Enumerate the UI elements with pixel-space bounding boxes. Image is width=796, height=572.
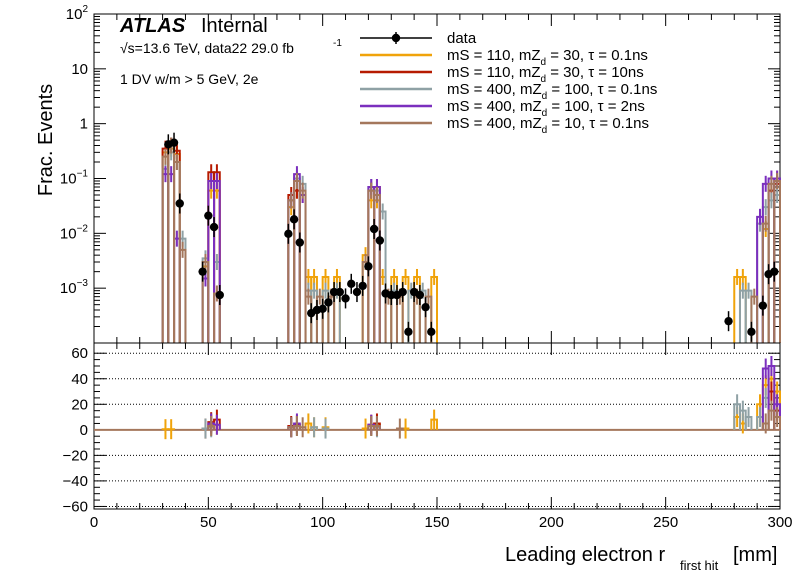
ratio-tick-label: 0: [80, 422, 88, 439]
selection-label: 1 DV w/m > 5 GeV, 2e: [120, 71, 259, 87]
data-point: [758, 301, 768, 310]
data-points: [164, 132, 779, 342]
data-point: [364, 262, 373, 271]
legend-data-label: data: [447, 30, 477, 47]
experiment-label: ATLAS: [119, 15, 186, 37]
legend-label-3: mS = 400, mZd = 100, τ = 2ns: [447, 98, 645, 119]
x-axis-title-main: Leading electron r: [505, 544, 665, 566]
data-point: [318, 304, 327, 314]
energy-label: √s=13.6 TeV, data22 29.0 fb: [120, 40, 294, 56]
data-point: [770, 267, 779, 276]
y-tick-label: 102: [66, 4, 89, 23]
data-point: [358, 281, 367, 291]
x-tick-label: 0: [90, 514, 98, 531]
data-point: [369, 224, 379, 234]
data-point: [284, 229, 293, 239]
data-point: [747, 327, 756, 337]
legend-label-0: mS = 110, mZd = 30, τ = 0.1ns: [447, 47, 648, 68]
data-point: [295, 238, 304, 247]
ratio-tick-label: −40: [63, 473, 88, 490]
data-point: [215, 290, 224, 300]
data-point: [415, 290, 425, 300]
y-tick-label: 10−2: [60, 223, 89, 242]
y-tick-label: 10−1: [60, 169, 89, 188]
x-axis-title-sub: first hit: [680, 558, 719, 572]
ratio-tick-label: −60: [63, 498, 88, 515]
ratio-tick-label: 20: [71, 396, 88, 413]
ratio-tick-label: −20: [63, 447, 88, 464]
x-axis-title-unit: [mm]: [733, 544, 777, 566]
x-tick-label: 150: [424, 514, 449, 531]
legend-data-marker: [391, 33, 401, 43]
x-tick-label: 300: [767, 514, 792, 531]
y-tick-label: 10: [71, 61, 88, 78]
x-tick-label: 200: [539, 514, 564, 531]
y-tick-label: 10−3: [60, 278, 89, 297]
y-tick-label: 1: [80, 116, 88, 133]
data-point: [335, 287, 345, 297]
data-point: [341, 294, 350, 303]
main-panel: 102 10 1 10−1 10−2 10−3: [60, 4, 781, 344]
data-point: [175, 199, 184, 208]
data-point: [352, 287, 362, 297]
lumi-exponent: -1: [333, 38, 342, 49]
data-point: [204, 211, 213, 220]
data-point: [421, 302, 430, 312]
x-tick-label: 50: [200, 514, 217, 531]
ratio-tick-label: 60: [71, 345, 88, 362]
data-point: [404, 327, 413, 337]
series-4: [161, 137, 781, 343]
x-tick-label: 250: [653, 514, 678, 531]
legend-label-4: mS = 400, mZd = 10, τ = 0.1ns: [447, 115, 649, 136]
data-point: [209, 222, 219, 232]
data-point: [289, 215, 299, 224]
data-point: [375, 236, 385, 245]
y-axis-title: Frac. Events: [35, 84, 57, 196]
ratio-tick-label: 40: [71, 371, 88, 388]
data-point: [398, 287, 407, 297]
x-tick-label: 100: [310, 514, 335, 531]
legend-label-1: mS = 110, mZd = 30, τ = 10ns: [447, 64, 644, 85]
data-point: [427, 327, 436, 337]
ratio-series-4: [207, 400, 781, 439]
data-point: [347, 279, 356, 289]
data-point: [198, 267, 207, 276]
data-point: [324, 298, 333, 307]
data-point: [724, 316, 733, 326]
data-point: [169, 138, 179, 147]
legend-label-2: mS = 400, mZd = 100, τ = 0.1ns: [447, 81, 657, 102]
status-label: Internal: [201, 15, 268, 37]
